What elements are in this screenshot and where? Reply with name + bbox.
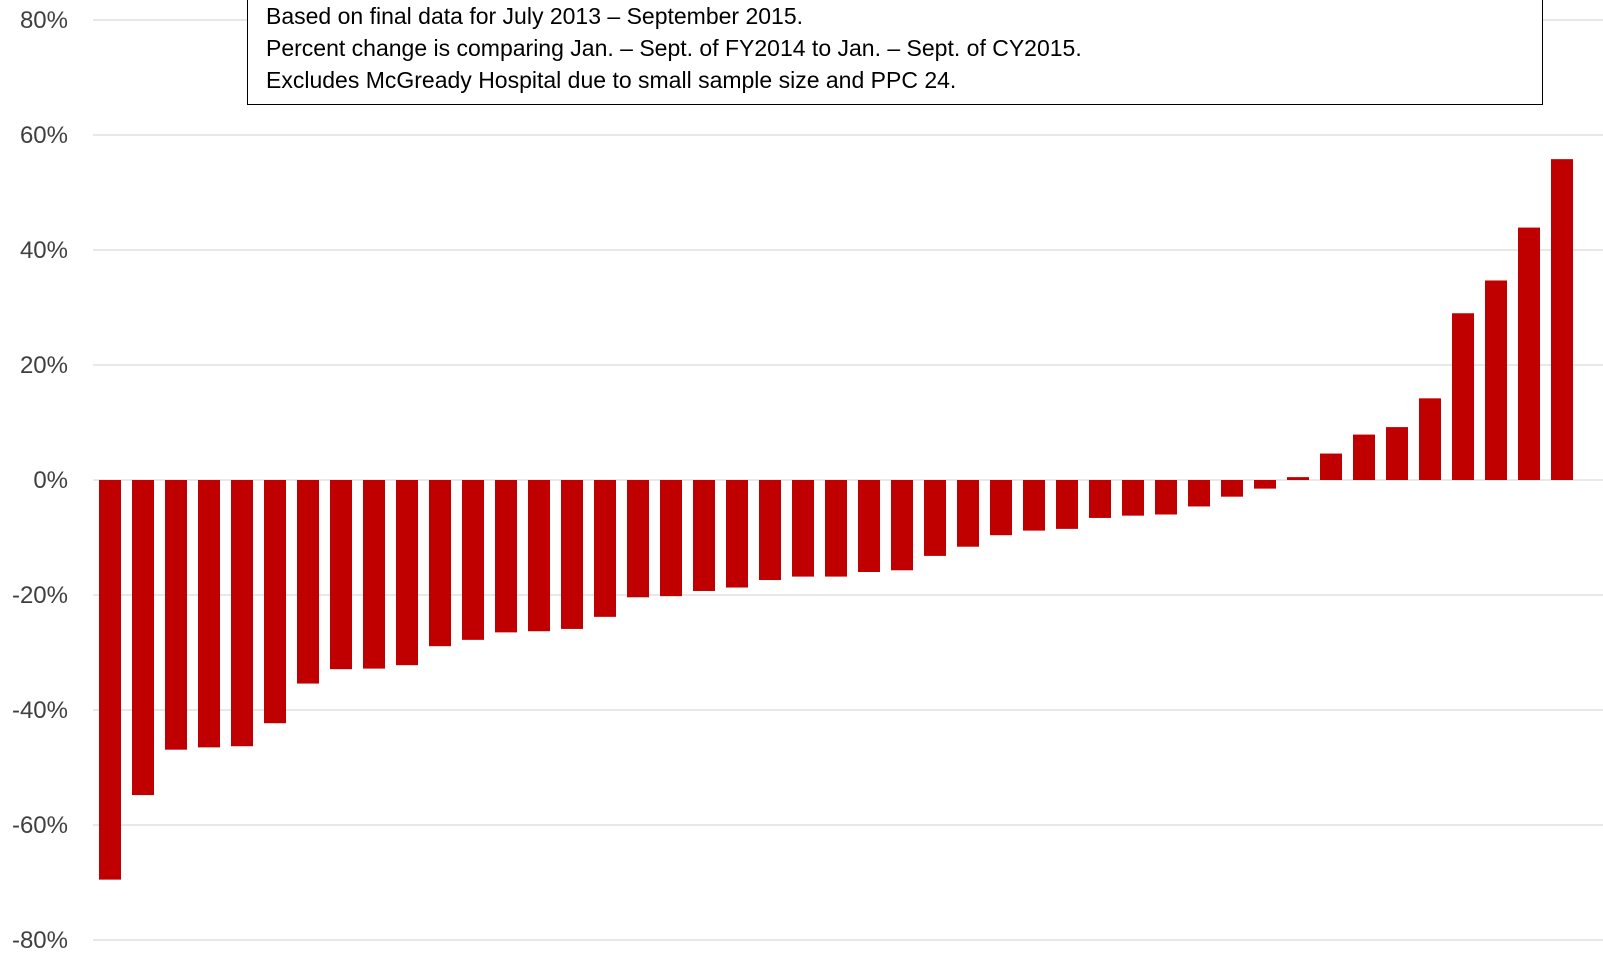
bar [396,480,418,666]
y-tick-label: 60% [20,122,68,149]
y-tick-label: -20% [12,582,68,609]
bar [330,480,352,670]
bar [792,480,814,577]
bar [561,480,583,629]
bar [495,480,517,633]
y-tick-label: 0% [33,467,68,494]
y-tick-label: -60% [12,812,68,839]
bar [231,480,253,747]
bar [627,480,649,598]
bar [1386,427,1408,480]
bar [660,480,682,597]
bar [1320,453,1342,480]
bar [99,480,121,880]
bar [1023,480,1045,531]
gridlines [93,19,1603,941]
bar [528,480,550,632]
y-tick-label: 80% [20,7,68,34]
bar [1221,480,1243,497]
bar [759,480,781,581]
bar [1419,398,1441,480]
note-line-3: Excludes McGready Hospital due to small … [266,67,957,93]
bar [1551,159,1573,480]
y-axis-tick-labels: -80% -60% -40% -20% 0% 20% 40% 60% 80% [12,7,68,954]
bars [99,159,1573,880]
y-tick-label: -80% [12,927,68,954]
bar [1056,480,1078,529]
bar [594,480,616,617]
bar [1122,480,1144,516]
notes-box: Based on final data for July 2013 – Sept… [247,0,1543,105]
bar [1287,477,1309,480]
bar [1353,434,1375,480]
note-line-2: Percent change is comparing Jan. – Sept.… [266,35,1082,61]
y-tick-label: 40% [20,237,68,264]
y-tick-label: -40% [12,697,68,724]
bar [1188,480,1210,507]
bar [858,480,880,572]
bar [1254,480,1276,489]
bar [165,480,187,750]
bar [264,480,286,724]
bar [297,480,319,684]
bar [1089,480,1111,518]
bar [1155,480,1177,515]
bar [825,480,847,577]
bar [132,480,154,796]
bar [990,480,1012,536]
bar [957,480,979,547]
bar [429,480,451,647]
bar [1518,227,1540,480]
note-line-1: Based on final data for July 2013 – Sept… [266,3,804,29]
bar [198,480,220,748]
bar [726,480,748,588]
bar [462,480,484,640]
y-tick-label: 20% [20,352,68,379]
bar [924,480,946,556]
bar [363,480,385,669]
bar [891,480,913,571]
bar [693,480,715,591]
bar [1485,280,1507,480]
bar [1452,313,1474,480]
